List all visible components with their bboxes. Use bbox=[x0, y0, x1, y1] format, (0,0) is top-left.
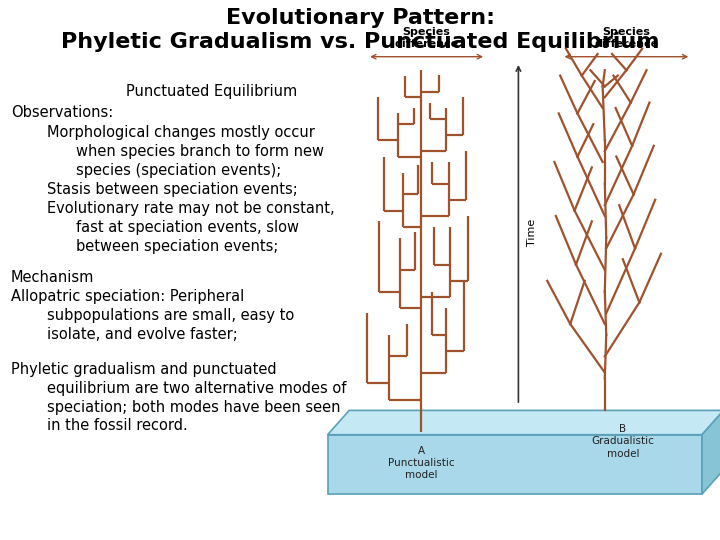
Text: equilibrium are two alternative modes of: equilibrium are two alternative modes of bbox=[47, 381, 346, 396]
Text: between speciation events;: between speciation events; bbox=[76, 239, 278, 254]
Text: Evolutionary Pattern:: Evolutionary Pattern: bbox=[225, 8, 495, 28]
Text: Phyletic gradualism and punctuated: Phyletic gradualism and punctuated bbox=[11, 362, 276, 377]
Polygon shape bbox=[328, 435, 702, 494]
Text: subpopulations are small, easy to: subpopulations are small, easy to bbox=[47, 308, 294, 323]
Text: Punctuated Equilibrium: Punctuated Equilibrium bbox=[126, 84, 297, 99]
Text: when species branch to form new: when species branch to form new bbox=[76, 144, 323, 159]
Text: Time: Time bbox=[527, 219, 537, 246]
Text: Morphological changes mostly occur: Morphological changes mostly occur bbox=[47, 125, 315, 140]
Text: Species
difference: Species difference bbox=[394, 27, 459, 49]
Text: Species
difference: Species difference bbox=[594, 27, 659, 49]
Polygon shape bbox=[702, 410, 720, 494]
Polygon shape bbox=[328, 410, 720, 435]
Text: species (speciation events);: species (speciation events); bbox=[76, 163, 281, 178]
Text: Evolutionary rate may not be constant,: Evolutionary rate may not be constant, bbox=[47, 201, 334, 216]
Text: B
Gradualistic
model: B Gradualistic model bbox=[591, 424, 654, 458]
Text: A
Punctualistic
model: A Punctualistic model bbox=[388, 446, 454, 480]
Text: Stasis between speciation events;: Stasis between speciation events; bbox=[47, 182, 297, 197]
Text: isolate, and evolve faster;: isolate, and evolve faster; bbox=[47, 327, 238, 342]
Text: Phyletic Gradualism vs. Punctuated Equilibrium: Phyletic Gradualism vs. Punctuated Equil… bbox=[60, 32, 660, 52]
Text: speciation; both modes have been seen: speciation; both modes have been seen bbox=[47, 400, 341, 415]
Text: in the fossil record.: in the fossil record. bbox=[47, 418, 187, 434]
Text: Observations:: Observations: bbox=[11, 105, 113, 120]
Text: Allopatric speciation: Peripheral: Allopatric speciation: Peripheral bbox=[11, 289, 244, 304]
Text: Mechanism: Mechanism bbox=[11, 270, 94, 285]
Text: fast at speciation events, slow: fast at speciation events, slow bbox=[76, 220, 299, 235]
